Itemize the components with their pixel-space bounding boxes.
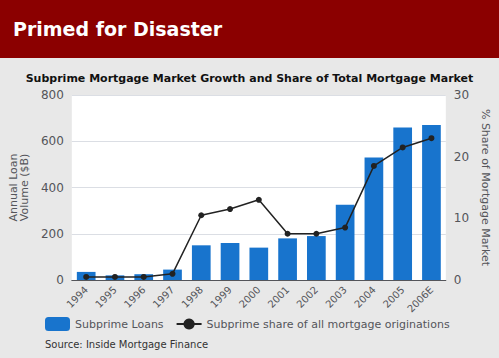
svg-text:Subprime Mortgage Market Growt: Subprime Mortgage Market Growth and Shar… xyxy=(26,72,474,85)
svg-text:1998: 1998 xyxy=(179,284,205,310)
svg-text:1996: 1996 xyxy=(122,284,148,310)
svg-text:20: 20 xyxy=(454,150,469,164)
svg-text:600: 600 xyxy=(41,134,64,148)
svg-text:Volume ($B): Volume ($B) xyxy=(18,154,31,222)
svg-text:Annual Loan: Annual Loan xyxy=(7,153,20,222)
svg-text:2003: 2003 xyxy=(323,284,349,310)
svg-text:200: 200 xyxy=(41,227,64,241)
svg-text:10: 10 xyxy=(454,211,469,225)
svg-text:0: 0 xyxy=(454,273,462,287)
svg-text:Subprime Loans: Subprime Loans xyxy=(75,318,164,331)
svg-text:800: 800 xyxy=(41,88,64,102)
svg-text:Source: Inside Mortgage Financ: Source: Inside Mortgage Finance xyxy=(45,339,208,350)
svg-text:1997: 1997 xyxy=(151,284,177,310)
svg-text:400: 400 xyxy=(41,181,64,195)
svg-text:Subprime share of all mortgage: Subprime share of all mortgage originati… xyxy=(207,318,450,331)
svg-text:2002: 2002 xyxy=(294,284,320,310)
svg-text:0: 0 xyxy=(56,273,64,287)
svg-text:% Share of Mortgage Market: % Share of Mortgage Market xyxy=(479,109,492,267)
svg-text:2005: 2005 xyxy=(381,284,407,310)
svg-text:1995: 1995 xyxy=(93,284,119,310)
svg-text:2004: 2004 xyxy=(352,284,378,310)
svg-text:Primed for Disaster: Primed for Disaster xyxy=(13,18,223,40)
svg-text:2006E: 2006E xyxy=(405,284,435,314)
svg-text:30: 30 xyxy=(454,88,469,102)
svg-text:1994: 1994 xyxy=(64,284,90,310)
svg-text:1999: 1999 xyxy=(208,284,234,310)
svg-text:2000: 2000 xyxy=(237,284,263,310)
svg-text:2001: 2001 xyxy=(266,284,292,310)
